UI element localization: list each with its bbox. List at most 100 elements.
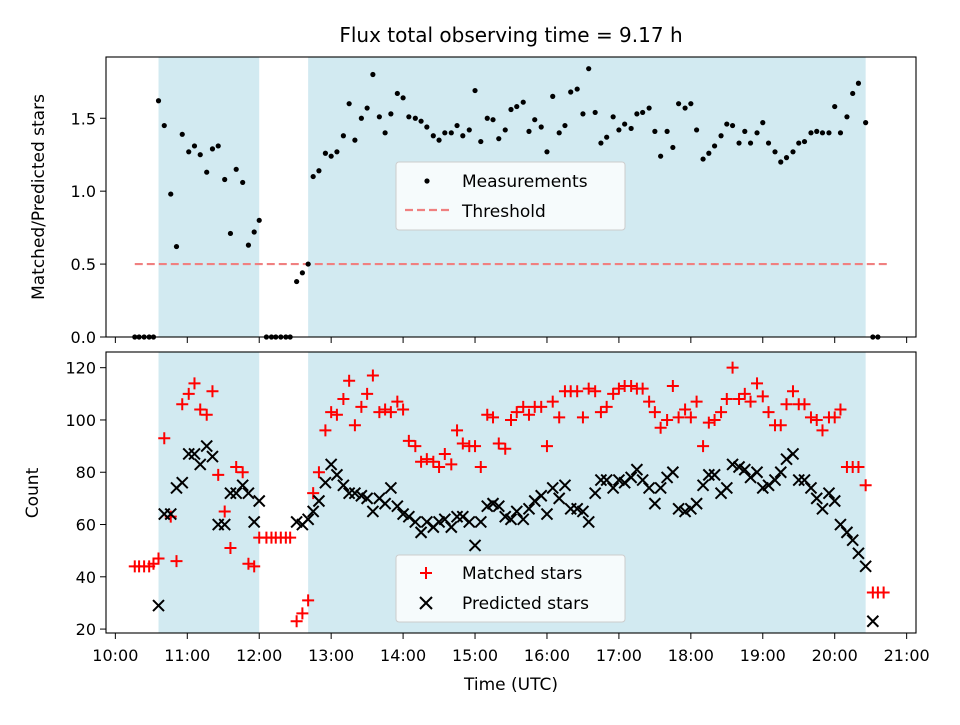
matched-star-point: [487, 411, 500, 424]
predicted-star-point: [822, 486, 836, 500]
observing-interval-1: [158, 352, 260, 633]
predicted-star-point: [330, 468, 344, 482]
matched-star-point: [147, 557, 160, 570]
predicted-star-point: [152, 599, 165, 612]
y-tick-label: 100: [65, 411, 96, 430]
predicted-star-point: [846, 533, 859, 547]
measurement-point: [688, 101, 694, 107]
matched-star-point: [212, 468, 225, 481]
measurement-point: [778, 159, 784, 165]
measurement-point: [382, 130, 388, 136]
measurement-point: [622, 121, 628, 127]
matched-star-point: [733, 393, 746, 406]
matched-star-point: [451, 424, 464, 437]
predicted-star-point: [324, 458, 338, 471]
matched-star-point: [594, 406, 607, 419]
predicted-star-point: [768, 473, 782, 487]
legend-measurements-marker: [424, 178, 430, 184]
x-axis-label: Time (UTC): [463, 675, 558, 695]
predicted-star-point: [630, 463, 644, 476]
predicted-star-point: [792, 473, 805, 487]
matched-star-point: [402, 434, 415, 447]
predicted-star-point: [654, 481, 667, 495]
measurement-point: [209, 146, 216, 152]
predicted-star-point: [522, 502, 536, 516]
measurement-point: [562, 122, 568, 129]
predicted-star-point: [738, 463, 751, 476]
matched-star-point: [738, 387, 751, 400]
matched-star-point: [373, 406, 386, 419]
ratio-legend: Measurements Threshold: [395, 161, 626, 231]
measurement-point: [682, 105, 688, 111]
predicted-star-point: [301, 513, 315, 526]
matched-star-point: [834, 403, 847, 416]
measurement-point: [376, 114, 382, 120]
measurement-point: [412, 115, 418, 121]
x-tick-label: 18:00: [668, 646, 714, 665]
count-panel-frame: [105, 351, 917, 634]
measurement-point: [658, 153, 664, 159]
measurement-point: [186, 149, 192, 155]
measurement-point: [850, 90, 856, 97]
predicted-star-point: [366, 505, 380, 518]
x-tick-label: 16:00: [524, 646, 570, 665]
measurement-point: [310, 173, 316, 180]
predicted-star-point: [866, 615, 880, 628]
matched-star-point: [612, 382, 625, 395]
matched-star-point: [553, 411, 566, 424]
predicted-star-point: [242, 486, 255, 500]
predicted-star-point: [312, 494, 326, 508]
ratio-panel: 0.0 0.5 1.0 1.5 Matched/Predicted stars Mea…: [29, 56, 917, 347]
matched-star-point: [798, 398, 811, 411]
measurement-point: [442, 130, 448, 136]
measurement-point: [418, 118, 424, 124]
measurement-point: [484, 115, 490, 121]
matched-star-point: [433, 461, 446, 474]
measurement-point: [394, 90, 400, 97]
matched-star-point: [522, 408, 535, 421]
matched-star-point: [343, 374, 356, 387]
predicted-star-point: [474, 515, 487, 529]
matched-star-point: [224, 542, 237, 555]
measurement-point: [772, 149, 778, 155]
measurement-point: [316, 168, 322, 174]
measurement-point: [693, 127, 700, 133]
measurement-point: [544, 149, 550, 155]
matched-star-point: [152, 552, 165, 565]
predicted-star-point: [540, 507, 554, 521]
measurement-point: [819, 130, 826, 136]
measurement-point: [598, 140, 604, 146]
measurement-point: [358, 115, 364, 121]
predicted-star-point: [666, 466, 680, 479]
matched-star-point: [415, 455, 428, 468]
matched-star-point: [188, 377, 201, 390]
measurement-point: [616, 127, 622, 133]
legend-threshold-label: Threshold: [461, 202, 546, 222]
predicted-star-point: [816, 502, 829, 516]
matched-star-point: [384, 406, 397, 419]
measurement-point: [863, 120, 869, 126]
measurement-point: [700, 156, 706, 162]
matched-star-point: [492, 437, 505, 450]
predicted-star-point: [182, 447, 195, 461]
measurement-point: [706, 150, 712, 156]
measurement-point: [568, 89, 574, 95]
measurement-point: [256, 217, 262, 223]
measurement-point: [173, 243, 180, 250]
count-panel: 20 40 60 80 100 120 10:00 11:00 12:00 13:00 14:00…: [23, 351, 930, 695]
measurement-point: [299, 270, 305, 276]
measurement-point: [436, 137, 442, 143]
measurement-point: [245, 242, 252, 248]
measurement-point: [729, 122, 736, 129]
y-tick-label: 20: [76, 620, 96, 639]
measurement-point: [161, 122, 167, 129]
measurement-point: [855, 80, 862, 86]
x-tick-label: 14:00: [380, 646, 426, 665]
predicted-star-point: [224, 486, 237, 500]
measurement-point: [334, 149, 340, 155]
predicted-star-point: [750, 466, 764, 479]
measurement-point: [388, 111, 394, 117]
predicted-star-point: [450, 510, 464, 523]
